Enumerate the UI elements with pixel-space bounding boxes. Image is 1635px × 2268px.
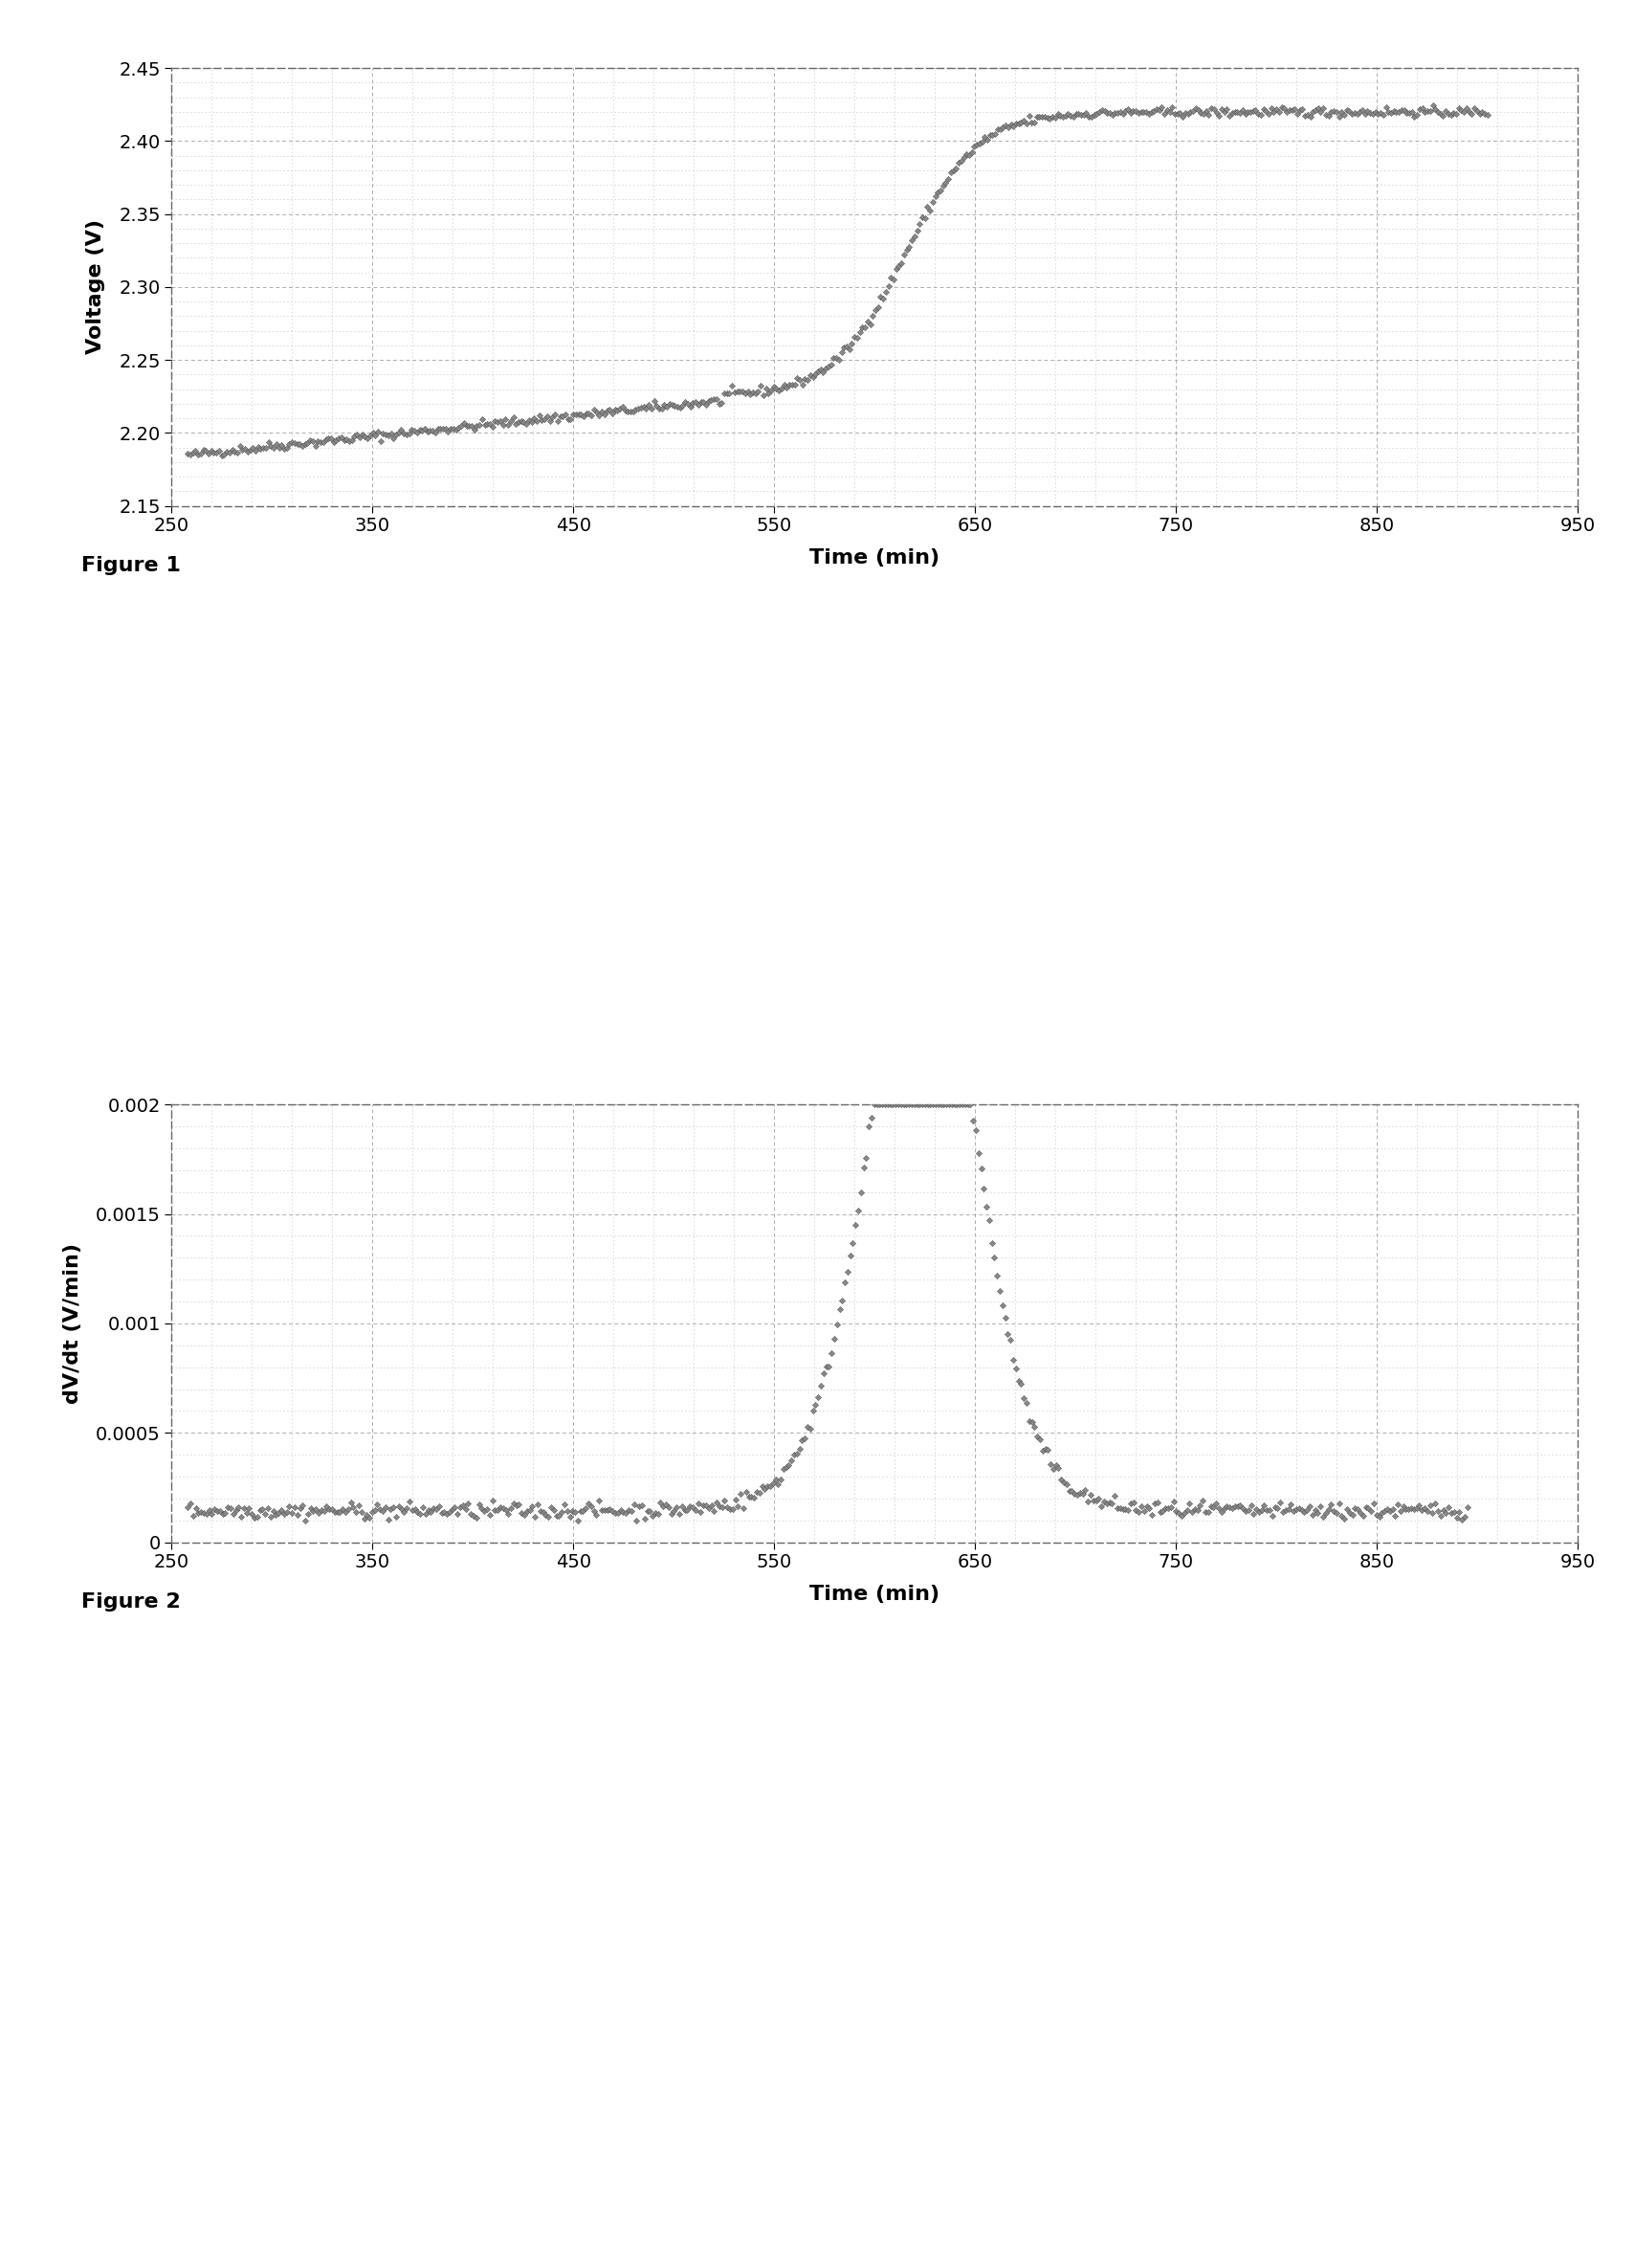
X-axis label: Time (min): Time (min) [809,1585,940,1603]
Text: Figure 1: Figure 1 [82,556,181,574]
X-axis label: Time (min): Time (min) [809,549,940,567]
Y-axis label: Voltage (V): Voltage (V) [87,220,106,354]
Text: Figure 2: Figure 2 [82,1592,181,1610]
Y-axis label: dV/dt (V/min): dV/dt (V/min) [64,1243,82,1404]
